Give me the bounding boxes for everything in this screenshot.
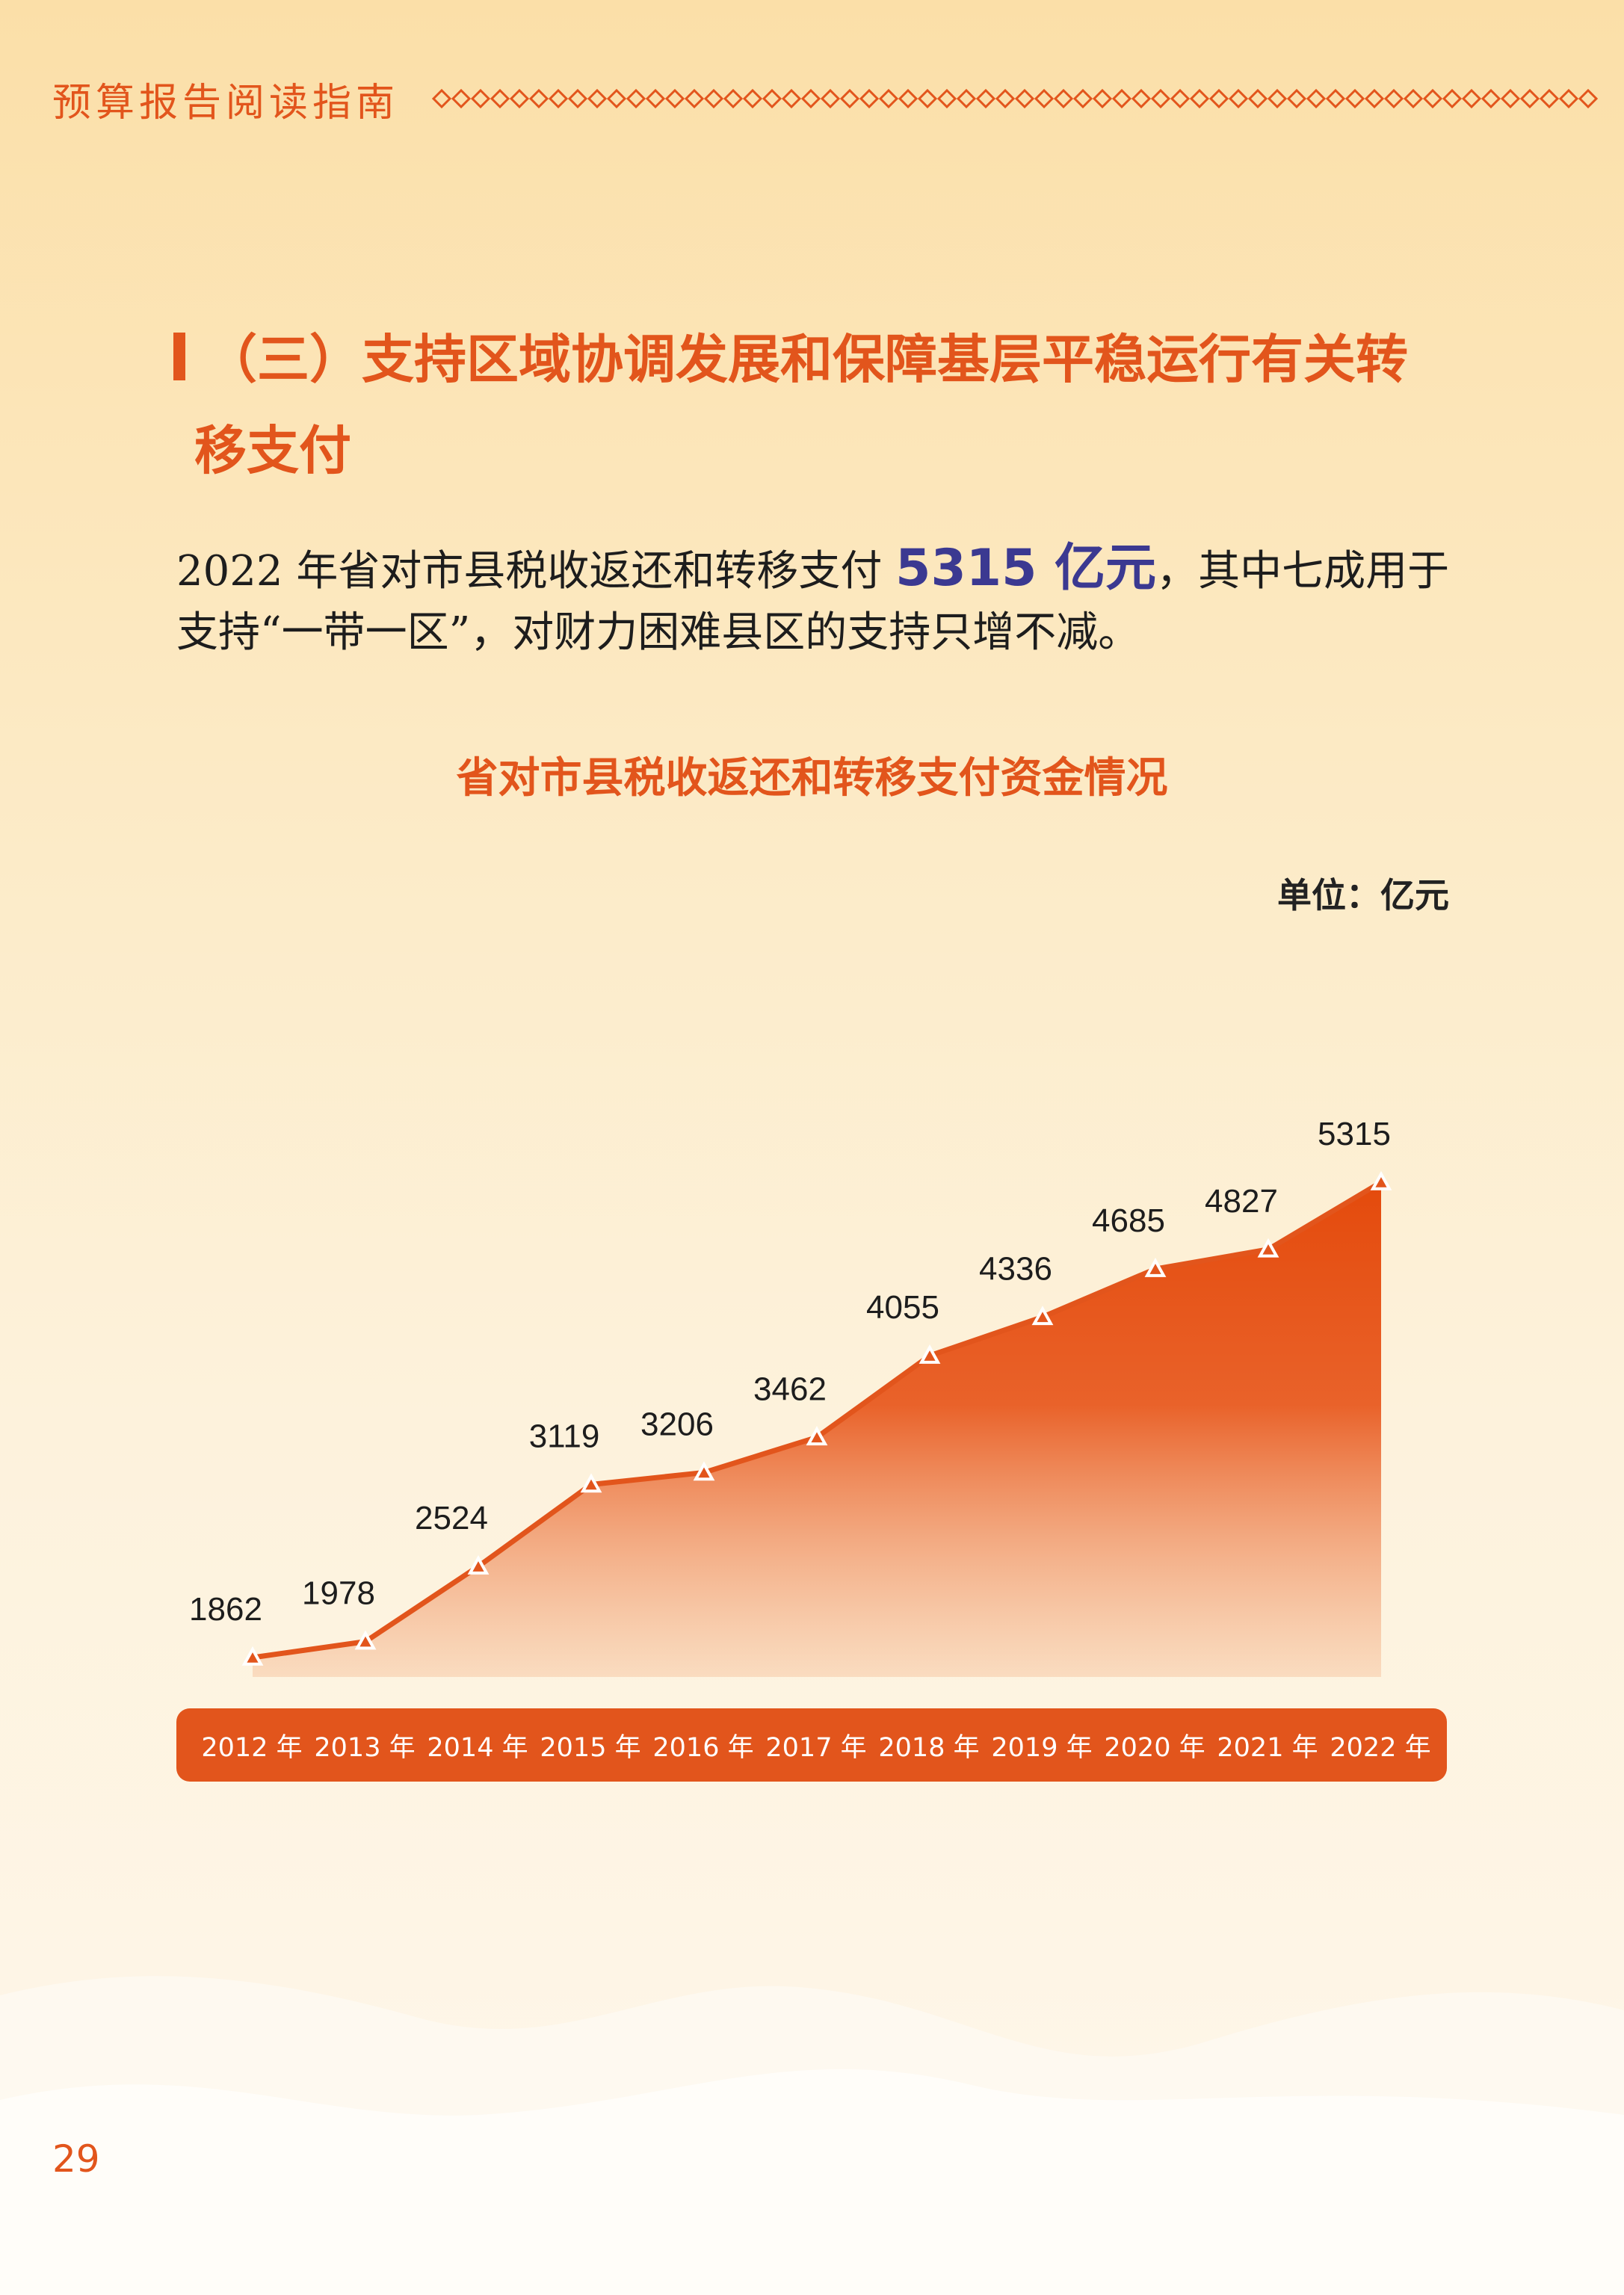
area-chart: 1862 1978 2524 3119 3206 3462 4055 4336 4685 4827… [176,1116,1447,1782]
x-axis-tick-labels: 2012 年 2013 年 2014 年 2015 年 2016 年 2017 年 2018… [201,1733,1430,1763]
data-point-marker [1031,1306,1054,1326]
page-header: 预算报告阅读指南 [52,69,1624,129]
data-value-label: 4827 [1205,1183,1278,1220]
x-axis-tick-label: 2020 年 [1104,1733,1205,1763]
data-point-marker [693,1461,715,1481]
x-axis-tick-label: 2012 年 [201,1733,302,1763]
data-value-label: 1978 [302,1575,375,1612]
x-axis-tick-label: 2017 年 [765,1733,866,1763]
title-accent-bar [173,333,185,380]
x-axis-tick-label: 2021 年 [1217,1733,1318,1763]
intro-paragraph: 2022 年省对市县税收返还和转移支付 5315 亿元，其中七成用于支持“一带一… [176,538,1477,664]
intro-text-part1: 2022 年省对市县税收返还和转移支付 [176,547,896,596]
section-title-line2: 移支付 [194,420,351,481]
data-value-label: 1862 [189,1591,262,1628]
data-point-marker [241,1646,264,1666]
x-axis-tick-label: 2015 年 [540,1733,640,1763]
data-point-marker [806,1426,828,1446]
x-axis-tick-label: 2022 年 [1330,1733,1430,1763]
x-axis-tick-label: 2013 年 [314,1733,415,1763]
data-value-label: 4685 [1092,1202,1165,1239]
chart-unit-label: 单位：亿元 [1277,875,1449,915]
page-number: 29 [52,2137,100,2181]
intro-text-part2: ，其中七成用于支持“一带一区”，对财力困难县区的支持只增不减。 [176,547,1450,657]
data-point-marker [580,1473,602,1493]
data-point-marker [1370,1170,1392,1190]
chart-area-fill [253,1182,1381,1677]
mountain-decoration [0,1976,1624,2295]
data-value-label: 5315 [1318,1116,1391,1152]
data-value-label: 4336 [979,1250,1052,1287]
data-value-label: 2524 [415,1500,488,1536]
data-point-marker [467,1554,490,1575]
data-point-marker [1144,1257,1167,1277]
x-axis-band [176,1708,1447,1782]
data-value-label: 3462 [753,1371,827,1407]
x-axis-tick-label: 2016 年 [652,1733,753,1763]
data-value-label: 3206 [640,1406,714,1442]
section-title-line1: （三）支持区域协调发展和保障基层平稳运行有关转 [205,329,1408,390]
data-point-marker [354,1630,377,1650]
data-point-marker [918,1344,941,1364]
intro-highlight-amount: 5315 亿元 [895,539,1157,598]
data-value-label: 4055 [866,1289,939,1326]
header-title: 预算报告阅读指南 [52,80,400,126]
chart-markers [241,1170,1392,1666]
data-point-marker [1257,1238,1279,1258]
x-axis-tick-label: 2019 年 [991,1733,1092,1763]
x-axis-tick-label: 2014 年 [427,1733,528,1763]
diamond-border-decoration [432,84,1599,114]
x-axis-tick-label: 2018 年 [878,1733,979,1763]
chart-value-labels: 1862 1978 2524 3119 3206 3462 4055 4336 4685 4827… [189,1116,1391,1628]
chart-title: 省对市县税收返还和转移支付资金情况 [456,754,1168,803]
data-value-label: 3119 [529,1418,600,1454]
section-title: （三）支持区域协调发展和保障基层平稳运行有关转 移支付 [173,314,1474,496]
